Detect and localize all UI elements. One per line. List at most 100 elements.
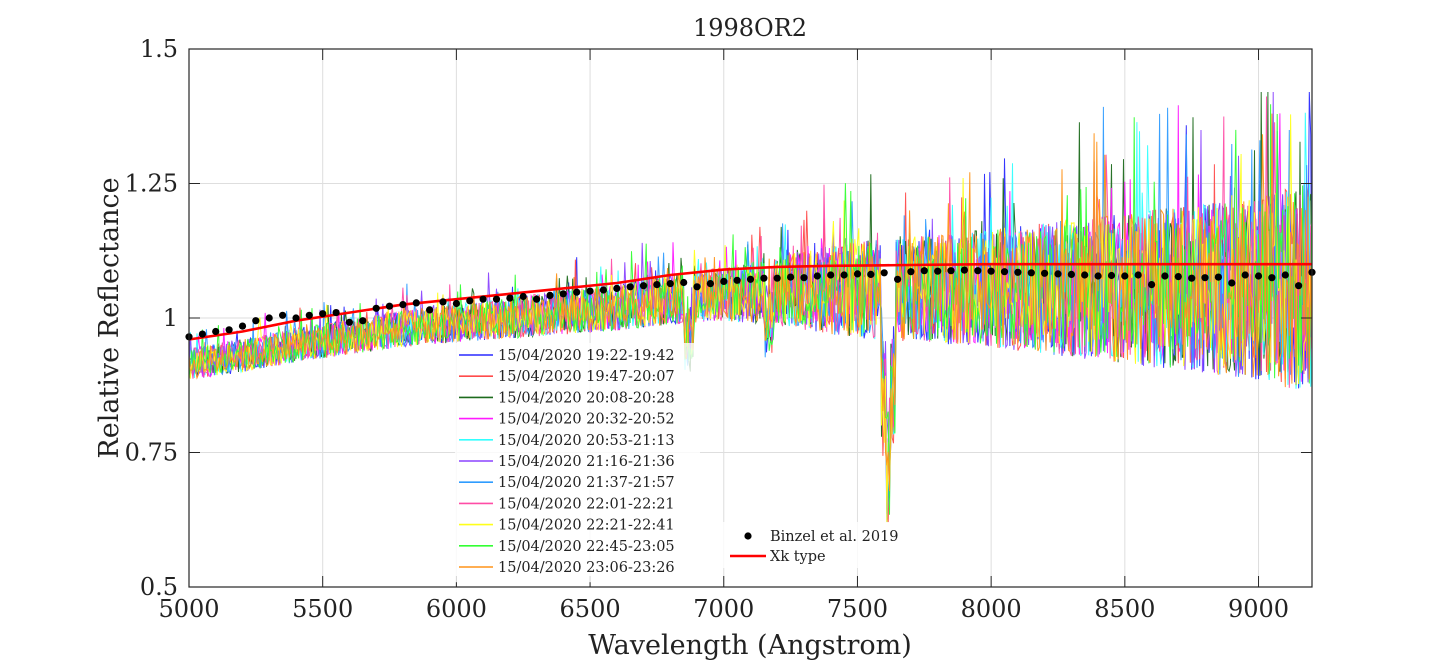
binzel-point: [1268, 274, 1276, 282]
spectrum-line: [188, 113, 1313, 492]
xk-legend-label: Xk type: [770, 549, 826, 565]
legend-entry-label: 15/04/2020 22:21-22:41: [498, 518, 675, 534]
binzel-point: [1054, 270, 1062, 278]
chart-title: 1998OR2: [693, 14, 807, 42]
binzel-point: [733, 276, 741, 284]
binzel-point: [1201, 274, 1209, 282]
x-tick-labels: 5000 5500 6000 6500 7000 7500 8000 8500 9000: [158, 595, 1289, 623]
binzel-point: [279, 311, 287, 319]
legend: 15/04/2020 19:22-19:42 15/04/2020 19:47-2…: [455, 343, 700, 583]
x-tick-label: 6000: [426, 595, 487, 623]
binzel-point: [920, 267, 928, 275]
binzel-point: [385, 302, 394, 310]
binzel-point: [787, 273, 795, 281]
binzel-point: [746, 275, 755, 283]
binzel-point: [345, 318, 353, 326]
y-axis-label: Relative Reflectance: [94, 177, 125, 458]
binzel-point: [252, 317, 260, 325]
binzel-point: [466, 297, 474, 305]
binzel-point: [1148, 281, 1156, 289]
binzel-points: [185, 266, 1316, 341]
binzel-point: [225, 326, 233, 334]
y-tick-label: 1.25: [125, 170, 178, 198]
binzel-point: [212, 327, 220, 336]
binzel-point: [546, 291, 554, 299]
binzel-point: [907, 268, 915, 276]
x-tick-label: 7500: [827, 595, 888, 623]
x-tick-label: 5000: [158, 595, 219, 623]
spectrum-line: [188, 104, 1313, 515]
binzel-point: [760, 274, 768, 282]
binzel-point: [1000, 268, 1009, 276]
binzel-point: [399, 301, 407, 309]
legend-entry-label: 15/04/2020 20:08-20:28: [498, 390, 675, 406]
axis-ticks: [188, 48, 1312, 588]
spectrum-line: [188, 114, 1313, 523]
binzel-point: [319, 310, 327, 318]
y-tick-labels: 0.5 0.75 1 1.25 1.5: [125, 35, 178, 601]
binzel-point: [1134, 271, 1142, 279]
binzel-point: [452, 299, 460, 308]
binzel-point: [439, 298, 447, 306]
binzel-point: [974, 267, 982, 275]
reference-legend-box: [722, 522, 912, 568]
x-axis-label: Wavelength (Angstrom): [588, 630, 912, 661]
binzel-point: [359, 317, 367, 325]
y-tick-label: 0.5: [140, 573, 178, 601]
y-tick-label: 0.75: [125, 439, 178, 467]
binzel-point: [1161, 272, 1169, 280]
spectrum-line: [188, 96, 1313, 505]
binzel-point: [506, 294, 514, 302]
binzel-point: [1174, 273, 1182, 281]
x-tick-label: 8500: [1094, 595, 1155, 623]
binzel-point: [519, 292, 527, 301]
legend-entry-label: 15/04/2020 19:22-19:42: [498, 348, 675, 364]
binzel-point: [492, 295, 501, 303]
binzel-point: [720, 277, 728, 285]
binzel-point: [1228, 279, 1236, 287]
binzel-point: [1254, 272, 1263, 280]
legend-entry-label: 15/04/2020 23:06-23:26: [498, 560, 675, 576]
binzel-point: [1295, 282, 1303, 290]
binzel-point: [573, 288, 581, 296]
legend-entry-label: 15/04/2020 22:01-22:21: [498, 496, 675, 512]
binzel-point: [960, 266, 969, 274]
binzel-point: [680, 278, 688, 287]
binzel-point: [426, 306, 434, 314]
binzel-point: [292, 314, 300, 322]
legend-entry-label: 15/04/2020 21:16-21:36: [498, 454, 675, 470]
binzel-point: [305, 311, 313, 319]
binzel-point: [987, 267, 995, 275]
legend-box: [455, 343, 700, 583]
binzel-point: [372, 304, 380, 312]
binzel-point: [827, 271, 835, 279]
binzel-point: [479, 295, 487, 303]
binzel-point: [813, 272, 821, 280]
binzel-point: [773, 274, 781, 282]
binzel-point: [586, 287, 594, 295]
legend-entry-label: 15/04/2020 19:47-20:07: [498, 369, 675, 385]
binzel-point: [653, 281, 661, 289]
binzel-legend-label: Binzel et al. 2019: [770, 529, 899, 545]
binzel-point: [693, 283, 701, 291]
binzel-point: [1241, 271, 1249, 279]
binzel-point: [332, 309, 340, 317]
x-tick-label: 6500: [560, 595, 621, 623]
binzel-point: [800, 274, 808, 282]
binzel-point: [613, 284, 621, 292]
legend-entry-label: 15/04/2020 22:45-23:05: [498, 539, 675, 555]
binzel-point: [1121, 272, 1129, 280]
reference-legend: Binzel et al. 2019 Xk type: [722, 522, 912, 568]
legend-entry-label: 15/04/2020 20:53-21:13: [498, 433, 675, 449]
legend-entry-label: 15/04/2020 21:37-21:57: [498, 475, 675, 491]
y-tick-label: 1: [163, 304, 178, 332]
binzel-point: [639, 282, 648, 290]
binzel-point: [626, 283, 634, 291]
binzel-point: [198, 330, 206, 338]
binzel-point: [559, 290, 567, 298]
binzel-point: [1067, 270, 1075, 278]
binzel-point: [1107, 271, 1116, 280]
binzel-point: [867, 270, 875, 278]
binzel-point: [894, 275, 902, 283]
binzel-point: [1041, 269, 1049, 277]
